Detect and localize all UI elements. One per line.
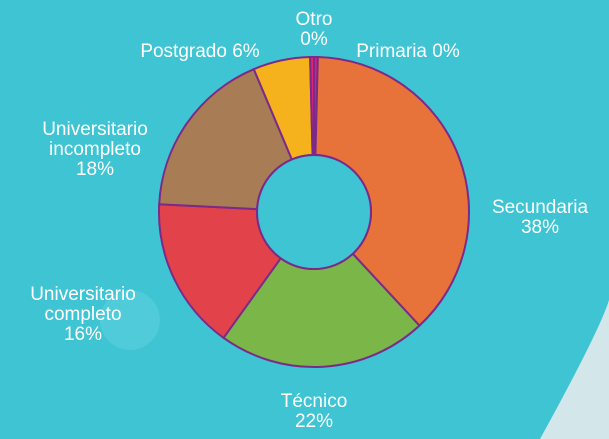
donut-hole	[257, 155, 371, 269]
value-label: 16%	[8, 325, 158, 345]
value-label: 22%	[281, 412, 348, 432]
category-name: Postgrado	[140, 41, 227, 62]
decoration	[540, 300, 609, 439]
category-name: Secundaria	[492, 198, 588, 218]
slice-label: Universitario incompleto 18%	[20, 120, 170, 180]
slice-label: Postgrado 6%	[140, 42, 259, 62]
category-name: Otro	[296, 10, 333, 30]
slice-label: Primaria 0%	[356, 42, 459, 62]
slice-label: Universitario completo 16%	[8, 285, 158, 345]
slice-label: Secundaria 38%	[492, 198, 588, 238]
category-name: Técnico	[281, 392, 348, 412]
category-name: Primaria	[356, 41, 427, 62]
slice-label: Técnico 22%	[281, 392, 348, 432]
value-label: 38%	[492, 218, 588, 238]
value-label: 18%	[20, 160, 170, 180]
value-label: 0%	[432, 41, 459, 62]
category-name: Universitario incompleto	[20, 120, 170, 160]
category-name: Universitario completo	[8, 285, 158, 325]
value-label: 6%	[232, 41, 259, 62]
value-label: 0%	[296, 30, 333, 50]
page: {"chart_data": {"type": "donut", "catego…	[0, 0, 609, 439]
slice-label: Otro 0%	[296, 10, 333, 50]
